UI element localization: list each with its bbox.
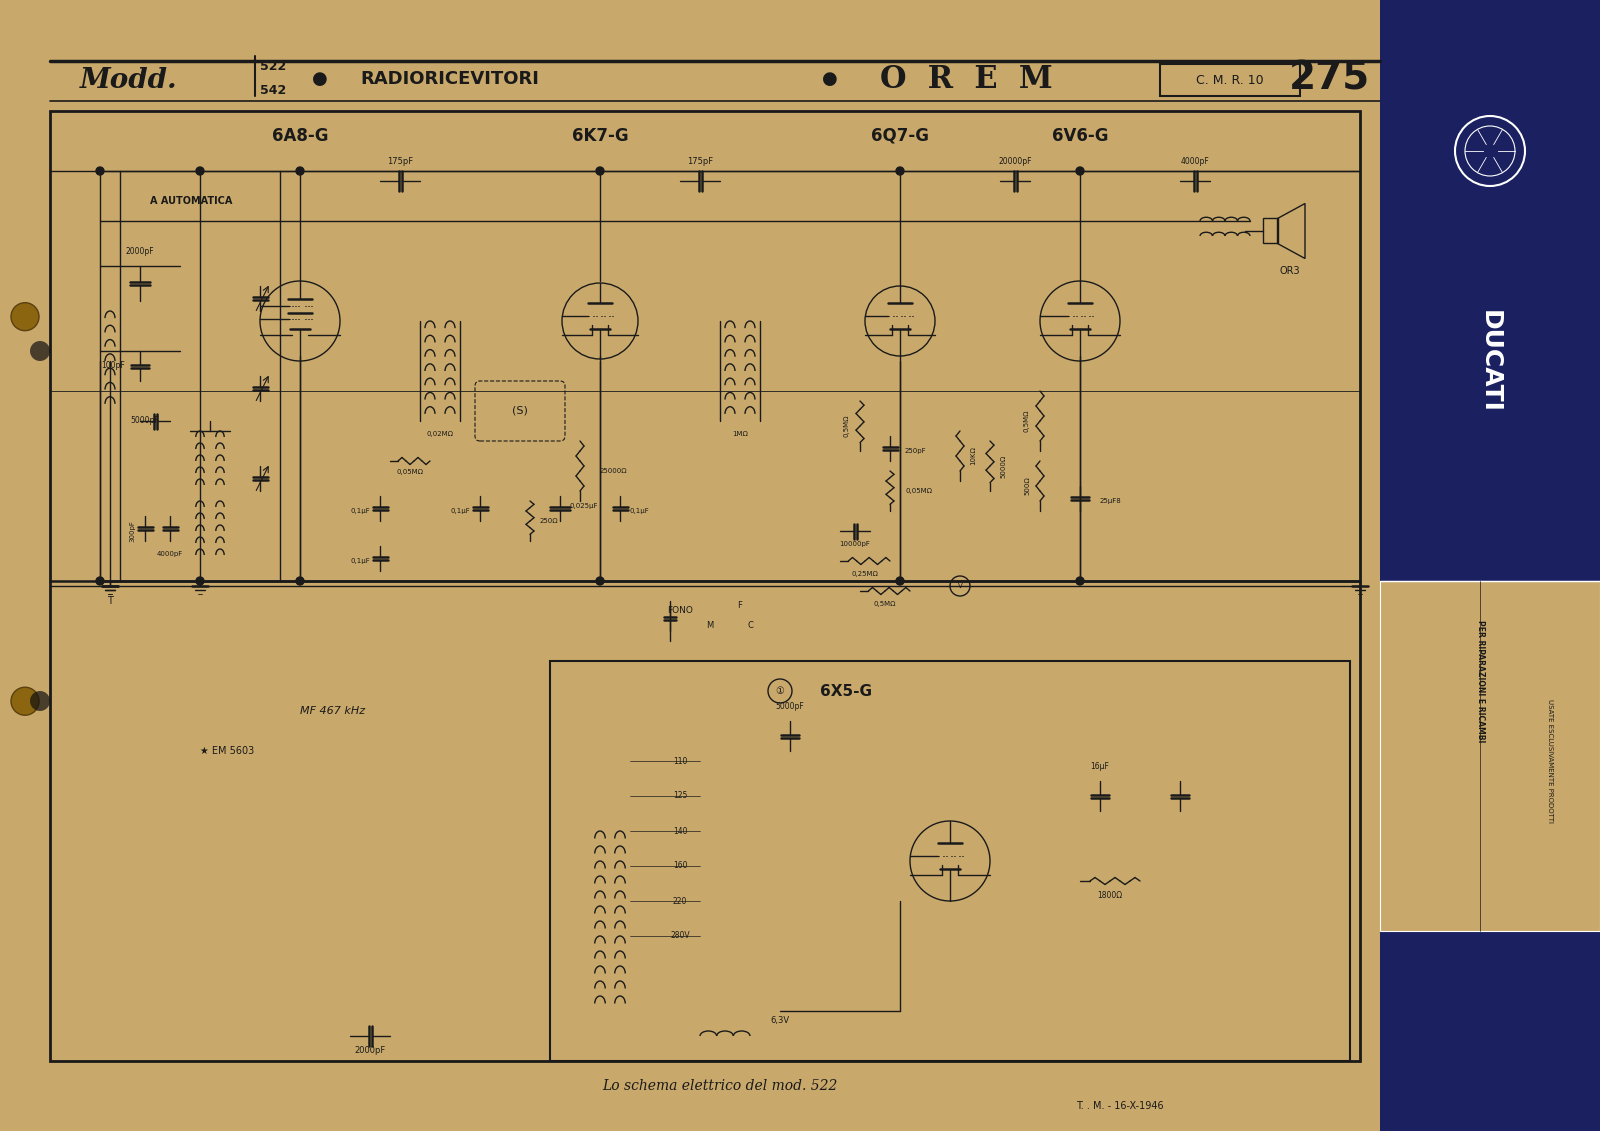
Text: 2000pF: 2000pF xyxy=(354,1046,386,1055)
Text: 6Q7-G: 6Q7-G xyxy=(870,127,930,145)
Text: 25μF8: 25μF8 xyxy=(1101,498,1122,504)
Circle shape xyxy=(296,167,304,175)
Text: 6X5-G: 6X5-G xyxy=(819,683,872,699)
Text: Lo schema elettrico del mod. 522: Lo schema elettrico del mod. 522 xyxy=(602,1079,838,1093)
Text: 5000pF: 5000pF xyxy=(776,702,805,711)
Circle shape xyxy=(11,303,38,330)
Circle shape xyxy=(195,577,205,585)
Circle shape xyxy=(1075,167,1085,175)
Text: USATE ESCLUSIVAMENTE PRODOTTI: USATE ESCLUSIVAMENTE PRODOTTI xyxy=(1547,699,1554,823)
Text: 1MΩ: 1MΩ xyxy=(733,431,747,437)
Text: 6K7-G: 6K7-G xyxy=(571,127,629,145)
Text: 0,5MΩ: 0,5MΩ xyxy=(1024,409,1030,432)
Text: 300pF: 300pF xyxy=(130,520,134,542)
Text: 0,02MΩ: 0,02MΩ xyxy=(427,431,453,437)
Circle shape xyxy=(595,167,605,175)
Text: PER RIPARAZIONI E RICAMBI: PER RIPARAZIONI E RICAMBI xyxy=(1475,620,1485,742)
Text: T: T xyxy=(107,596,114,606)
Text: OR3: OR3 xyxy=(1280,266,1301,276)
Text: 542: 542 xyxy=(259,85,286,97)
Text: 0,1μF: 0,1μF xyxy=(350,508,370,513)
Circle shape xyxy=(96,167,104,175)
Text: 175pF: 175pF xyxy=(686,157,714,166)
Circle shape xyxy=(30,342,50,361)
Text: 280V: 280V xyxy=(670,932,690,941)
Circle shape xyxy=(595,577,605,585)
Circle shape xyxy=(195,167,205,175)
Text: 100pF: 100pF xyxy=(101,362,125,371)
Text: 500Ω: 500Ω xyxy=(1024,476,1030,495)
Text: DUCATI: DUCATI xyxy=(1478,310,1502,413)
Text: 25000Ω: 25000Ω xyxy=(600,468,627,474)
Circle shape xyxy=(296,577,304,585)
Text: 10KΩ: 10KΩ xyxy=(970,447,976,466)
Text: 0,5MΩ: 0,5MΩ xyxy=(845,415,850,438)
Bar xyxy=(550,661,1350,1061)
Text: 0,05MΩ: 0,05MΩ xyxy=(397,469,424,475)
Text: 160: 160 xyxy=(672,862,688,871)
Text: MF 467 kHz: MF 467 kHz xyxy=(301,706,365,716)
Text: (S): (S) xyxy=(512,406,528,416)
Text: 250Ω: 250Ω xyxy=(541,518,558,524)
Circle shape xyxy=(1075,577,1085,585)
Text: 6V6-G: 6V6-G xyxy=(1051,127,1109,145)
Text: T. . M. - 16-X-1946: T. . M. - 16-X-1946 xyxy=(1077,1100,1163,1111)
Text: O  R  E  M: O R E M xyxy=(880,63,1053,95)
Text: ①: ① xyxy=(776,687,784,696)
Text: 175pF: 175pF xyxy=(387,157,413,166)
Text: ●: ● xyxy=(312,70,328,88)
Text: 140: 140 xyxy=(672,827,688,836)
Text: ●: ● xyxy=(822,70,838,88)
Text: 10000pF: 10000pF xyxy=(840,541,870,547)
Text: F: F xyxy=(738,602,742,611)
Text: 275: 275 xyxy=(1290,60,1371,98)
Bar xyxy=(50,111,1360,1061)
Text: 6,3V: 6,3V xyxy=(771,1017,789,1026)
Text: 5000Ω: 5000Ω xyxy=(1000,455,1006,477)
Text: C. M. R. 10: C. M. R. 10 xyxy=(1197,74,1264,86)
Text: RADIORICEVITORI: RADIORICEVITORI xyxy=(360,70,539,88)
Text: M: M xyxy=(706,622,714,630)
Bar xyxy=(1379,581,1600,931)
Circle shape xyxy=(896,167,904,175)
Bar xyxy=(1379,0,1600,1131)
Bar xyxy=(1160,64,1299,96)
Text: 1800Ω: 1800Ω xyxy=(1098,891,1123,900)
Text: 0,1μF: 0,1μF xyxy=(630,508,650,513)
Text: 0,05MΩ: 0,05MΩ xyxy=(906,487,931,494)
Text: 2000pF: 2000pF xyxy=(126,247,154,256)
Text: Modd.: Modd. xyxy=(80,68,178,95)
Text: 16μF: 16μF xyxy=(1091,762,1109,771)
Text: 4000pF: 4000pF xyxy=(1181,157,1210,166)
Bar xyxy=(1262,218,1277,243)
Text: 125: 125 xyxy=(674,792,686,801)
Circle shape xyxy=(96,577,104,585)
Text: 20000pF: 20000pF xyxy=(998,157,1032,166)
Circle shape xyxy=(30,691,50,711)
Text: V: V xyxy=(958,582,962,589)
Text: 0,1μF: 0,1μF xyxy=(450,508,470,513)
Text: 0,5MΩ: 0,5MΩ xyxy=(874,601,896,607)
Text: A AUTOMATICA: A AUTOMATICA xyxy=(150,196,232,206)
Text: 522: 522 xyxy=(259,60,286,72)
Text: 220: 220 xyxy=(674,897,686,906)
Text: FONO: FONO xyxy=(667,606,693,615)
Text: 4000pF: 4000pF xyxy=(157,551,182,556)
Text: 0,1μF: 0,1μF xyxy=(350,558,370,564)
Text: 110: 110 xyxy=(674,757,686,766)
Text: 6A8-G: 6A8-G xyxy=(272,127,328,145)
Text: ★ EM 5603: ★ EM 5603 xyxy=(200,746,254,756)
Text: C: C xyxy=(747,622,754,630)
Text: 0,025μF: 0,025μF xyxy=(570,503,598,509)
Text: 0,25MΩ: 0,25MΩ xyxy=(851,571,878,577)
Circle shape xyxy=(11,688,38,715)
Circle shape xyxy=(896,577,904,585)
Text: 250pF: 250pF xyxy=(906,448,926,454)
Text: 5000pF: 5000pF xyxy=(130,416,158,425)
